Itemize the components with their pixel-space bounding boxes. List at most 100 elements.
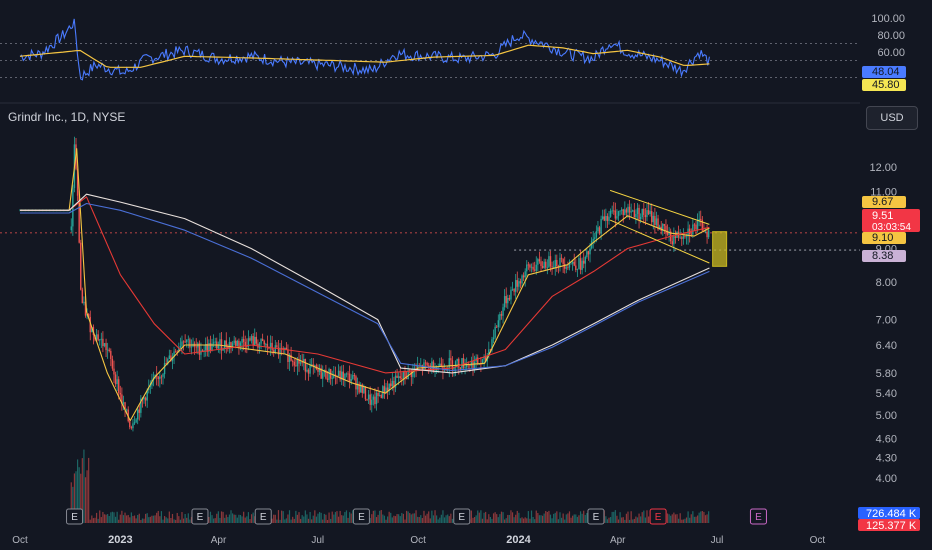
candle-body — [296, 358, 299, 367]
candle-body — [310, 364, 313, 366]
volume-bar — [382, 514, 384, 523]
candle-body — [271, 342, 273, 351]
candle-body — [121, 394, 123, 404]
candle-body — [454, 361, 457, 368]
candle-body — [688, 228, 691, 234]
volume-bar — [298, 512, 300, 523]
candle-body — [682, 236, 685, 239]
volume-bar — [692, 511, 694, 523]
volume-bar — [165, 517, 167, 523]
volume-bar — [247, 512, 250, 523]
volume-bar — [496, 514, 498, 523]
volume-bar — [222, 511, 224, 523]
candle-body — [559, 257, 561, 268]
volume-bar — [703, 511, 705, 523]
volume-bar — [375, 517, 378, 523]
candle-body — [480, 364, 482, 365]
volume-bar — [386, 516, 389, 523]
candle-body — [545, 261, 547, 268]
candle-body — [600, 218, 602, 234]
candle-body — [630, 211, 632, 213]
candle-body — [378, 395, 381, 396]
volume-bar — [230, 510, 232, 523]
candle-body — [647, 210, 650, 215]
candle-body — [265, 343, 267, 345]
candle-body — [350, 378, 352, 382]
candle-body — [673, 236, 675, 245]
volume-bar — [89, 519, 91, 523]
volume-bar — [140, 519, 142, 523]
volume-bar — [167, 518, 169, 523]
volume-bar — [445, 515, 447, 523]
volume-bar — [605, 516, 607, 523]
volume-bar — [708, 511, 710, 523]
time-tick-5: 2024 — [506, 534, 531, 546]
candle-body — [97, 334, 99, 341]
volume-bar — [227, 517, 229, 523]
candle-body — [263, 340, 265, 345]
volume-bar — [250, 514, 253, 523]
volume-bar — [309, 511, 311, 523]
volume-bar — [111, 511, 113, 523]
volume-bar — [553, 513, 555, 523]
volume-bar — [530, 510, 533, 523]
earnings-label: E — [71, 512, 78, 523]
candle-body — [584, 256, 586, 264]
volume-bar — [81, 458, 83, 523]
volume-bar — [163, 516, 166, 523]
candle-body — [605, 216, 607, 221]
candle-body — [322, 372, 324, 379]
volume-bar — [481, 518, 484, 523]
candle-body — [431, 361, 433, 371]
volume-bar — [633, 518, 635, 523]
candle-body — [527, 264, 530, 266]
volume-bar — [75, 471, 77, 523]
candle-body — [489, 349, 492, 351]
candle-body — [496, 326, 498, 328]
candle-body — [328, 368, 330, 380]
volume-bar — [511, 512, 514, 523]
tag-ma-slow: 8.38 — [862, 250, 906, 262]
time-tick-7: Jul — [711, 535, 724, 546]
candle-body — [288, 354, 291, 363]
volume-bar — [317, 513, 319, 523]
candle-body — [318, 368, 321, 372]
candle-body — [579, 258, 582, 270]
candle-body — [301, 362, 303, 364]
candle-body — [695, 224, 697, 230]
candle-body — [122, 402, 125, 404]
volume-bar — [179, 519, 181, 523]
symbol-title[interactable]: Grindr Inc., 1D, NYSE — [8, 110, 126, 124]
candle-body — [233, 340, 235, 344]
volume-bar — [578, 515, 580, 523]
candle-body — [279, 347, 281, 355]
volume-bar — [632, 519, 634, 523]
price-tick-0: 12.00 — [869, 162, 897, 174]
volume-bar — [296, 514, 299, 523]
price-axis: 12.0011.0010.009.008.007.006.405.805.405… — [869, 162, 897, 485]
volume-bars — [70, 449, 710, 523]
candle-body — [551, 266, 553, 268]
earnings-box — [352, 508, 370, 525]
currency-button[interactable]: USD — [866, 106, 918, 130]
volume-bar — [281, 510, 283, 523]
candle-body — [459, 367, 462, 369]
candle-body — [211, 343, 213, 351]
candle-body — [390, 383, 392, 387]
volume-bar — [497, 517, 499, 523]
candle-body — [140, 398, 142, 413]
candle-body — [95, 334, 98, 340]
candle-body — [299, 362, 302, 364]
candle-body — [606, 216, 609, 222]
candle-body — [434, 371, 436, 373]
volume-bar — [228, 514, 231, 523]
volume-bar — [95, 512, 98, 523]
candle-body — [483, 357, 485, 360]
rsi-pane: 100.00 80.00 60.00 — [0, 13, 905, 104]
candle-body — [157, 376, 159, 380]
earnings-box — [587, 508, 605, 525]
candle-body — [201, 350, 204, 352]
candle-body — [453, 367, 455, 370]
